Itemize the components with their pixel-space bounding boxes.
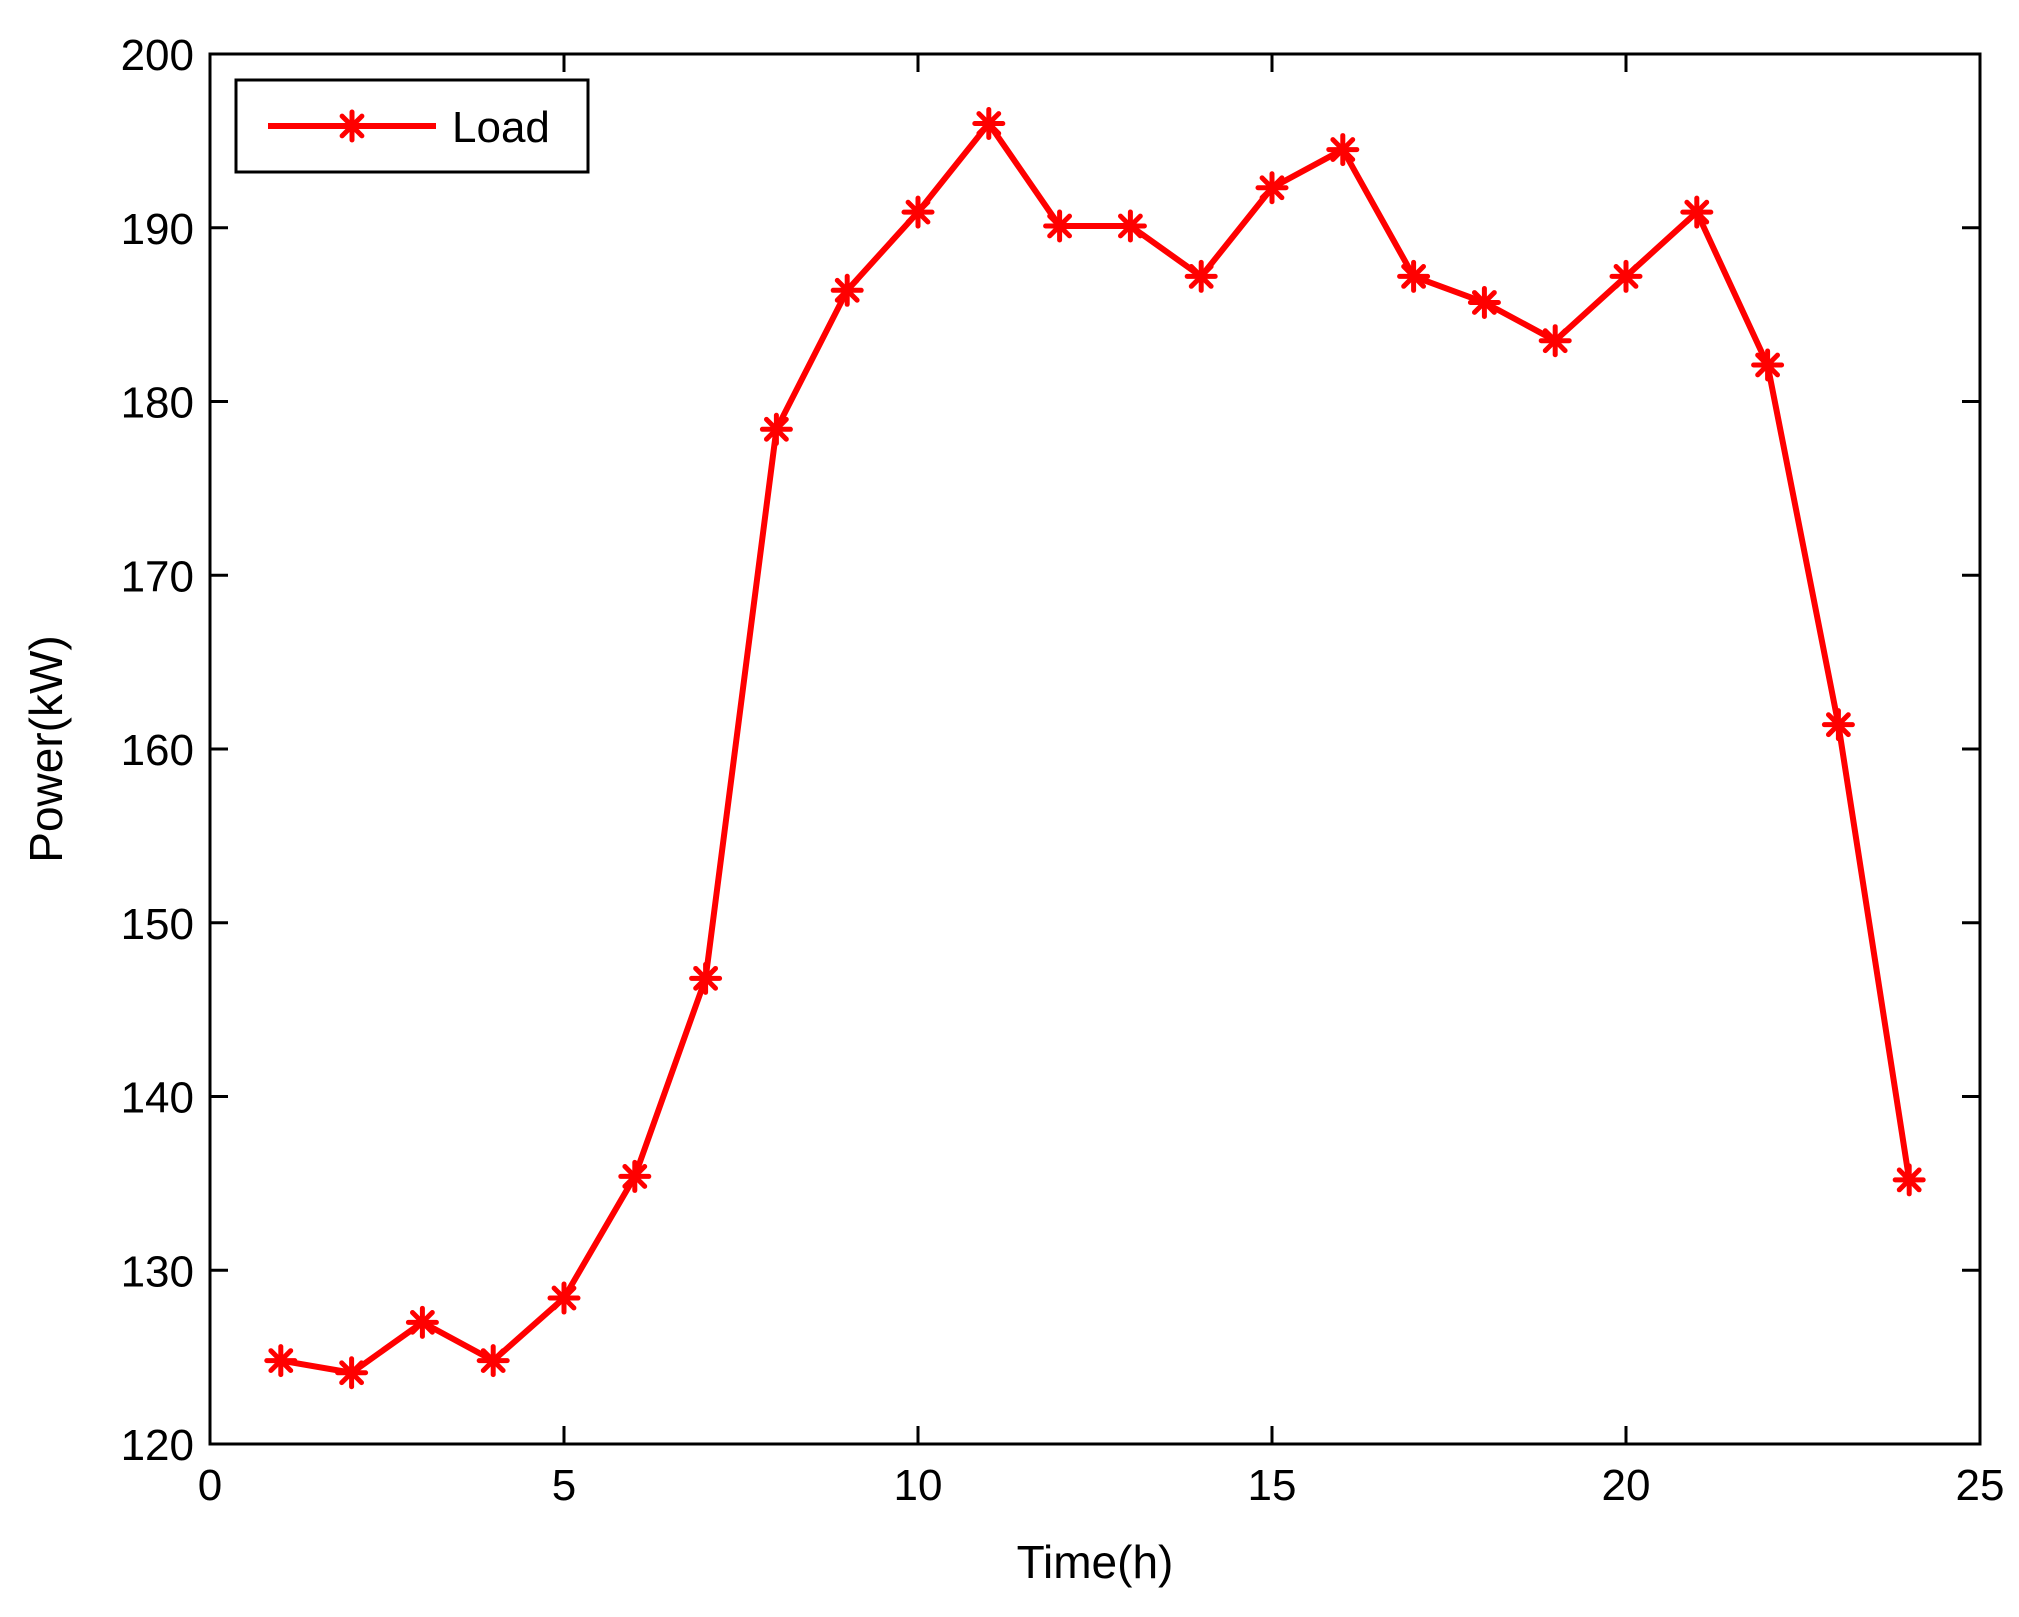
data-point-marker bbox=[972, 107, 1006, 140]
y-tick-label: 150 bbox=[121, 900, 194, 949]
plot-frame bbox=[208, 52, 1982, 1446]
data-point-marker bbox=[405, 1305, 439, 1339]
x-axis-label: Time(h) bbox=[1017, 1536, 1174, 1588]
y-tick-label: 190 bbox=[121, 205, 194, 254]
data-point-marker bbox=[759, 412, 793, 446]
y-tick-label: 170 bbox=[121, 552, 194, 601]
data-point-marker bbox=[1892, 1163, 1926, 1197]
data-point-marker bbox=[1467, 285, 1501, 319]
data-point-marker bbox=[1609, 259, 1643, 293]
ticks-layer: 0 5 10 15 20 25 120 130 140 150 160 170 180 190 200 bbox=[121, 31, 2005, 1510]
legend-asterisk bbox=[335, 109, 369, 143]
data-point-marker bbox=[1680, 195, 1714, 229]
y-tick-label: 160 bbox=[121, 726, 194, 775]
legend-marker-asterisk bbox=[335, 109, 369, 143]
data-point-marker bbox=[618, 1159, 652, 1193]
x-tick-label: 15 bbox=[1248, 1461, 1297, 1510]
data-point-marker bbox=[901, 195, 935, 229]
data-point-marker bbox=[830, 273, 864, 307]
data-point-marker bbox=[689, 961, 723, 995]
x-tick-label: 25 bbox=[1956, 1461, 2005, 1510]
data-point-marker bbox=[1397, 259, 1431, 293]
data-point-marker bbox=[547, 1281, 581, 1315]
x-tick-label: 10 bbox=[894, 1461, 943, 1510]
data-point-marker bbox=[476, 1344, 510, 1378]
y-tick-label: 140 bbox=[121, 1074, 194, 1123]
x-tick-label: 20 bbox=[1602, 1461, 1651, 1510]
data-point-marker bbox=[1538, 324, 1572, 358]
x-tick-label: 5 bbox=[552, 1461, 576, 1510]
y-tick-label: 130 bbox=[121, 1247, 194, 1296]
y-tick-label: 120 bbox=[121, 1421, 194, 1470]
legend: Load bbox=[234, 78, 590, 174]
plot-background bbox=[210, 54, 1980, 1444]
y-tick-label: 180 bbox=[121, 379, 194, 428]
y-tick-label: 200 bbox=[121, 31, 194, 80]
x-tick-label: 0 bbox=[198, 1461, 222, 1510]
data-point-marker bbox=[1113, 209, 1147, 243]
data-point-marker bbox=[335, 1356, 369, 1390]
data-point-marker bbox=[1326, 133, 1360, 167]
series-layer bbox=[264, 107, 1926, 1390]
data-point-marker bbox=[1184, 259, 1218, 293]
data-point-marker bbox=[1751, 348, 1785, 382]
data-point-marker bbox=[1821, 708, 1855, 742]
data-point-marker bbox=[1043, 209, 1077, 243]
legend-label-load: Load bbox=[452, 103, 550, 152]
data-point-marker bbox=[1255, 171, 1289, 205]
data-point-marker bbox=[264, 1344, 298, 1378]
y-axis-label: Power(kW) bbox=[20, 635, 72, 862]
